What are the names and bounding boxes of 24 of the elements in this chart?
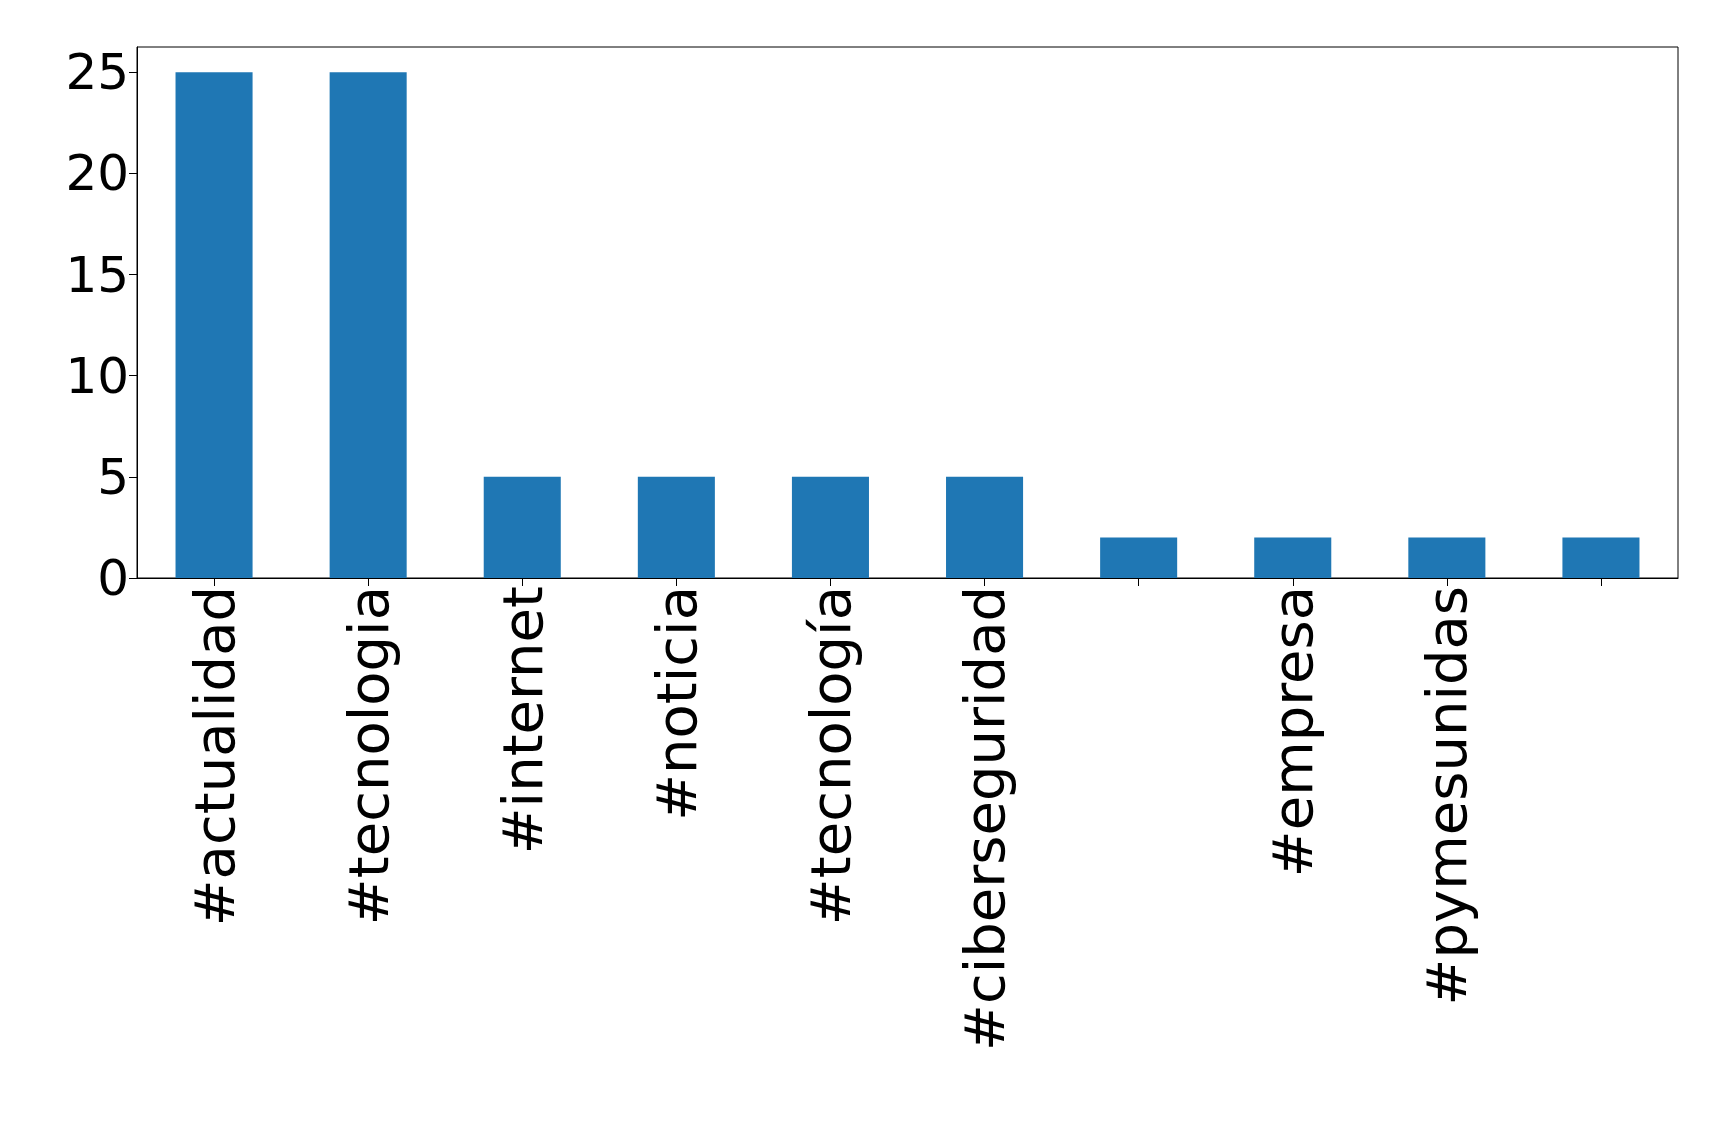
y-tick-label: 20 bbox=[65, 144, 129, 203]
bar bbox=[1100, 537, 1178, 578]
y-tick-label: 15 bbox=[65, 245, 129, 304]
bar bbox=[946, 476, 1024, 578]
bar bbox=[637, 476, 715, 578]
bar bbox=[1562, 537, 1640, 578]
y-tick-label: 10 bbox=[65, 346, 129, 405]
bar bbox=[329, 72, 407, 578]
x-tick-label: #pymesunidas bbox=[1414, 586, 1480, 1006]
bar bbox=[1408, 537, 1486, 578]
y-tick-label: 25 bbox=[65, 43, 129, 102]
x-tick-label: #empresa bbox=[1260, 586, 1326, 878]
x-tick-label: #actualidad bbox=[181, 586, 247, 927]
x-tick-label: #internet bbox=[489, 586, 555, 855]
x-tick-label: #noticia bbox=[643, 586, 709, 821]
y-tick-label: 5 bbox=[97, 447, 129, 506]
x-tick-label: #ciberseguridad bbox=[952, 586, 1018, 1051]
bar bbox=[791, 476, 869, 578]
x-tick-label: #tecnologia bbox=[335, 586, 401, 926]
bar bbox=[1254, 537, 1332, 578]
bar bbox=[483, 476, 561, 578]
y-tick-label: 0 bbox=[97, 549, 129, 607]
bar bbox=[175, 72, 253, 578]
x-tick-label: #tecnología bbox=[797, 586, 863, 926]
